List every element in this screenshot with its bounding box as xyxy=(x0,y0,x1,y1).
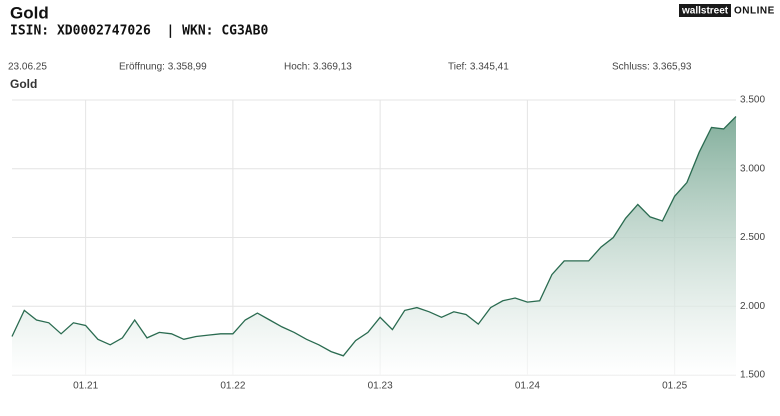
logo: ONLINE xyxy=(734,6,775,17)
info-date: 23.06.25 xyxy=(8,62,47,73)
x-tick-label: 01.22 xyxy=(220,381,245,392)
series-label: Gold xyxy=(10,77,37,91)
x-tick-label: 01.23 xyxy=(368,381,393,392)
x-tick-label: 01.25 xyxy=(662,381,687,392)
subtitle: ISIN: XD0002747026 | WKN: CG3AB0 xyxy=(10,24,268,39)
y-tick-label: 1.500 xyxy=(740,370,765,381)
info-item: Eröffnung: 3.358,99 xyxy=(119,62,207,73)
logo-box xyxy=(679,4,731,17)
y-tick-label: 3.500 xyxy=(740,95,765,106)
y-tick-label: 3.000 xyxy=(740,163,765,174)
area xyxy=(12,116,736,375)
y-tick-label: 2.500 xyxy=(740,232,765,243)
x-tick-label: 01.21 xyxy=(73,381,98,392)
info-item: Schluss: 3.365,93 xyxy=(612,62,692,73)
x-tick-label: 01.24 xyxy=(515,381,540,392)
logo: wallstreet xyxy=(681,6,729,17)
y-tick-label: 2.000 xyxy=(740,301,765,312)
line xyxy=(11,116,737,357)
title: Gold xyxy=(10,3,49,22)
info-item: Tief: 3.345,41 xyxy=(448,62,509,73)
info-item: Hoch: 3.369,13 xyxy=(284,62,352,73)
